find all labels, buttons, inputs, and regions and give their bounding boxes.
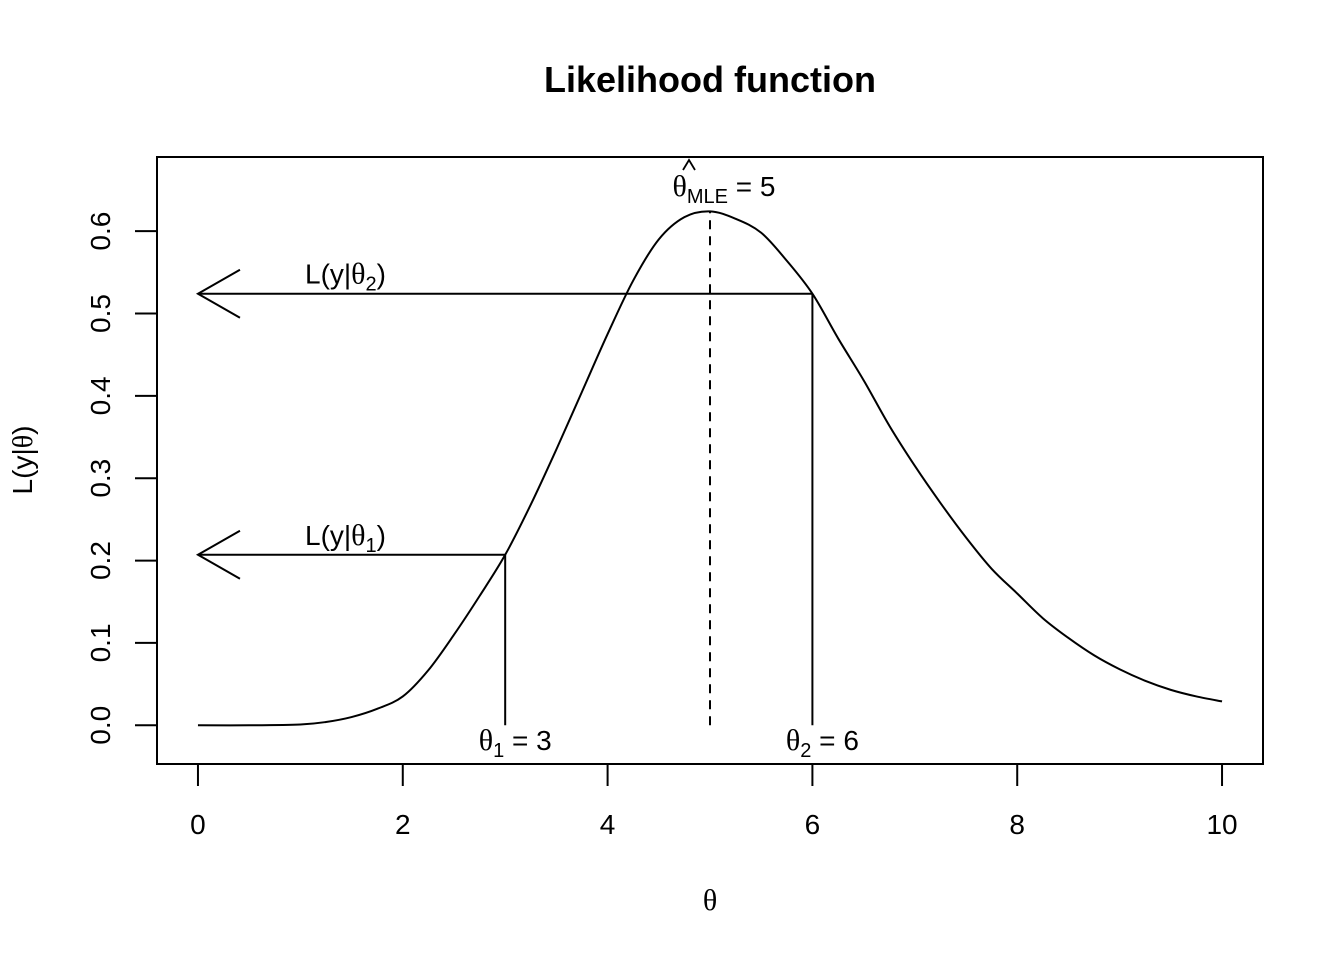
theta-subscript: 1	[493, 740, 504, 762]
x-tick-label: 6	[805, 809, 821, 840]
x-tick-label: 10	[1206, 809, 1237, 840]
likelihood-suffix: )	[377, 259, 386, 290]
x-tick-label: 2	[395, 809, 411, 840]
y-axis-label-suffix: )	[7, 426, 38, 435]
likelihood-symbol: θ	[351, 258, 365, 291]
y-tick-label: 0.1	[85, 623, 116, 662]
y-axis: 0.0 0.1 0.2 0.3 0.4 0.5 0.6	[85, 212, 158, 745]
y-tick-label: 0.4	[85, 376, 116, 415]
mle-label-value: = 5	[728, 171, 775, 202]
x-tick-label: 8	[1009, 809, 1025, 840]
x-tick-label: 0	[190, 809, 206, 840]
theta1-label: θ1 = 3	[479, 724, 552, 762]
y-axis-label: L(y|θ)	[7, 426, 39, 495]
likelihood-prefix: L(y|	[305, 259, 351, 290]
likelihood2-label: L(y|θ2)	[305, 258, 386, 296]
text-labels: θMLE = 5θ1 = 3L(y|θ1)θ2 = 6L(y|θ2)	[305, 158, 859, 762]
mle-label-subscript: MLE	[687, 186, 728, 208]
y-tick-label: 0.5	[85, 294, 116, 333]
y-axis-label-prefix: L(y|	[7, 448, 38, 494]
arrow-head-icon	[195, 268, 241, 319]
theta-symbol: θ	[479, 724, 493, 757]
likelihood-subscript: 1	[366, 535, 377, 557]
theta-value: = 3	[504, 725, 551, 756]
hat-icon	[682, 158, 696, 171]
likelihood1-label: L(y|θ1)	[305, 519, 386, 557]
theta-value: = 6	[811, 725, 858, 756]
mle-label-symbol: θ	[673, 170, 687, 203]
likelihood-subscript: 2	[366, 274, 377, 296]
mle-label: θMLE = 5	[673, 170, 776, 208]
y-tick-label: 0.6	[85, 212, 116, 251]
likelihood-symbol: θ	[351, 519, 365, 552]
x-tick-label: 4	[600, 809, 616, 840]
y-tick-label: 0.2	[85, 541, 116, 580]
likelihood-prefix: L(y|	[305, 520, 351, 551]
y-axis-label-symbol: θ	[8, 435, 39, 448]
theta2-label: θ2 = 6	[786, 724, 859, 762]
theta-subscript: 2	[800, 740, 811, 762]
arrow-head-icon	[195, 529, 241, 580]
x-axis-label: θ	[703, 884, 717, 917]
theta-symbol: θ	[786, 724, 800, 757]
x-axis: 0 2 4 6 8 10	[190, 763, 1238, 840]
y-tick-label: 0.3	[85, 459, 116, 498]
y-tick-label: 0.0	[85, 706, 116, 745]
likelihood-suffix: )	[377, 520, 386, 551]
likelihood-curve	[197, 210, 1223, 727]
chart-title: Likelihood function	[544, 59, 876, 100]
annotations	[195, 211, 814, 726]
